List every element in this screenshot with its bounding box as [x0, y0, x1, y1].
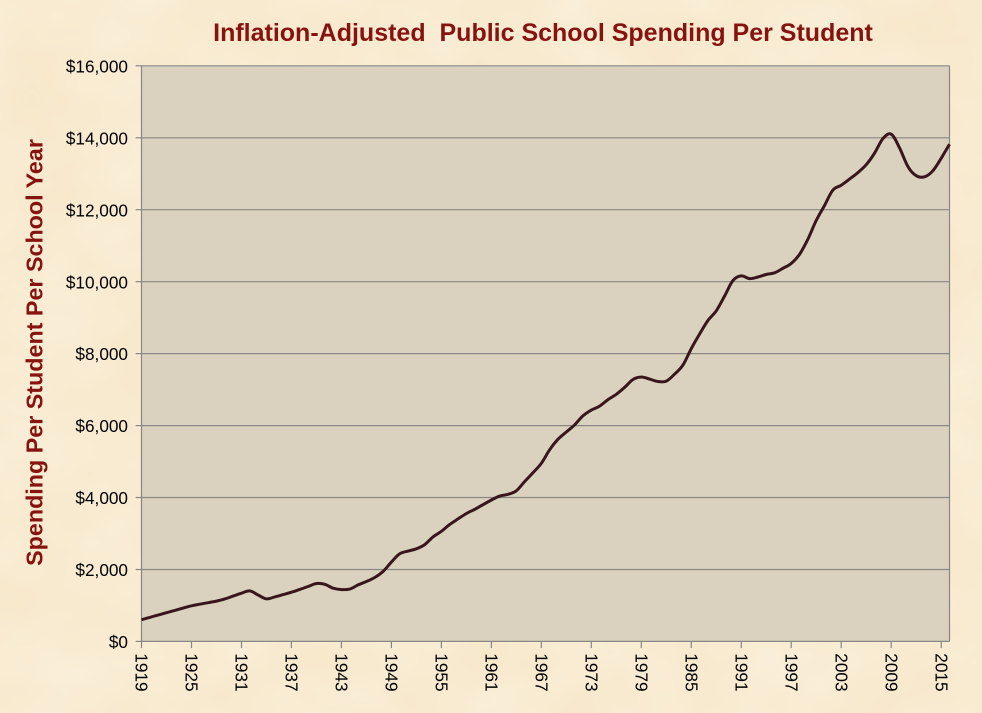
svg-text:1979: 1979 — [631, 653, 651, 691]
svg-text:$10,000: $10,000 — [66, 272, 128, 292]
svg-text:1973: 1973 — [582, 653, 602, 691]
svg-text:2003: 2003 — [831, 653, 851, 691]
svg-text:1955: 1955 — [432, 653, 452, 691]
svg-text:$4,000: $4,000 — [75, 488, 128, 508]
svg-text:$16,000: $16,000 — [66, 56, 128, 76]
svg-text:1991: 1991 — [731, 653, 751, 691]
svg-text:$2,000: $2,000 — [75, 560, 128, 580]
svg-text:$8,000: $8,000 — [75, 344, 128, 364]
svg-text:1925: 1925 — [182, 653, 202, 691]
svg-text:2015: 2015 — [931, 653, 951, 691]
svg-text:1997: 1997 — [781, 653, 801, 691]
svg-text:1949: 1949 — [382, 653, 402, 691]
svg-text:1961: 1961 — [482, 653, 502, 691]
svg-text:1943: 1943 — [332, 653, 352, 691]
svg-text:1919: 1919 — [132, 653, 152, 691]
svg-text:$0: $0 — [109, 632, 128, 652]
svg-text:2009: 2009 — [881, 653, 901, 691]
svg-text:1931: 1931 — [232, 653, 252, 691]
svg-text:Inflation-Adjusted Public Sch: Inflation-Adjusted Public School Spendin… — [213, 19, 873, 47]
svg-text:$12,000: $12,000 — [66, 200, 128, 220]
svg-text:1937: 1937 — [282, 653, 302, 691]
svg-text:1985: 1985 — [681, 653, 701, 691]
svg-text:$14,000: $14,000 — [66, 128, 128, 148]
svg-text:$6,000: $6,000 — [75, 416, 128, 436]
svg-text:Spending Per Student Per Schoo: Spending Per Student Per School Year — [21, 139, 47, 566]
svg-text:1967: 1967 — [532, 653, 552, 691]
